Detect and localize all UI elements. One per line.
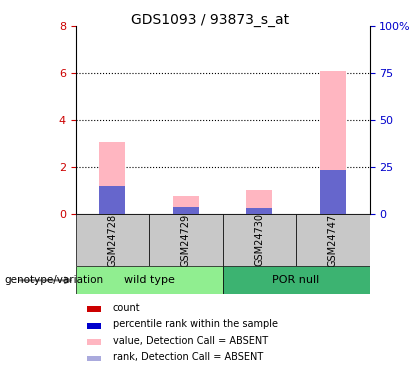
Text: GDS1093 / 93873_s_at: GDS1093 / 93873_s_at	[131, 13, 289, 27]
FancyBboxPatch shape	[87, 323, 100, 328]
Bar	[247, 190, 272, 214]
FancyBboxPatch shape	[87, 356, 100, 362]
Text: percentile rank within the sample: percentile rank within the sample	[113, 319, 278, 329]
Text: value, Detection Call = ABSENT: value, Detection Call = ABSENT	[113, 336, 268, 346]
Text: POR null: POR null	[273, 275, 320, 285]
FancyBboxPatch shape	[223, 266, 370, 294]
Text: GSM24747: GSM24747	[328, 213, 338, 267]
FancyBboxPatch shape	[296, 214, 370, 266]
Text: genotype/variation: genotype/variation	[4, 275, 103, 285]
Text: GSM24728: GSM24728	[108, 213, 117, 267]
Bar	[320, 170, 346, 214]
Text: wild type: wild type	[123, 275, 175, 285]
Text: rank, Detection Call = ABSENT: rank, Detection Call = ABSENT	[113, 352, 263, 362]
Bar	[320, 71, 346, 214]
FancyBboxPatch shape	[149, 214, 223, 266]
Bar	[247, 208, 272, 214]
Bar	[100, 142, 125, 214]
Bar	[173, 207, 199, 214]
FancyBboxPatch shape	[76, 214, 149, 266]
Text: GSM24729: GSM24729	[181, 213, 191, 267]
Text: GSM24730: GSM24730	[255, 213, 264, 267]
FancyBboxPatch shape	[76, 266, 223, 294]
Bar	[100, 186, 125, 214]
FancyBboxPatch shape	[87, 306, 100, 312]
Text: count: count	[113, 303, 140, 313]
FancyBboxPatch shape	[87, 339, 100, 345]
FancyBboxPatch shape	[223, 214, 296, 266]
Bar	[173, 196, 199, 214]
